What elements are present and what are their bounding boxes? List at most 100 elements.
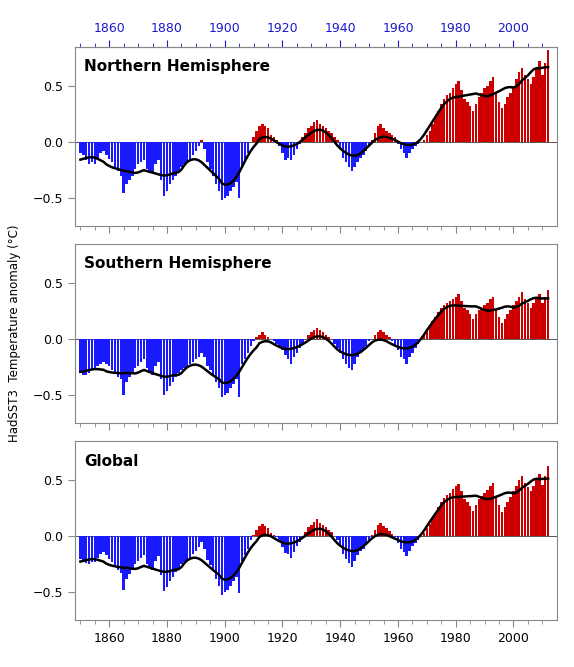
Bar (278, 339, 281, 346)
Bar (533, 486, 535, 536)
Bar (394, 339, 396, 346)
Bar (258, 335, 261, 339)
Bar (319, 330, 321, 339)
Bar (356, 339, 359, 357)
Bar (229, 536, 232, 586)
Bar (250, 339, 252, 346)
Bar (316, 119, 319, 142)
Bar (212, 339, 215, 375)
Bar (301, 339, 304, 344)
Bar (408, 339, 411, 357)
Bar (146, 142, 148, 169)
Bar (88, 339, 90, 373)
Bar (530, 492, 532, 536)
Bar (437, 111, 440, 142)
Bar (180, 142, 183, 167)
Bar (212, 142, 215, 175)
Bar (501, 323, 503, 339)
Bar (382, 526, 385, 536)
Bar (480, 307, 483, 339)
Bar (157, 142, 160, 160)
Bar (538, 294, 541, 339)
Bar (400, 339, 402, 357)
Bar (324, 528, 327, 536)
Bar (149, 142, 151, 171)
Bar (362, 339, 364, 350)
Bar (354, 536, 356, 561)
Bar (371, 535, 373, 536)
Bar (195, 339, 197, 360)
Bar (506, 502, 509, 536)
Bar (172, 339, 174, 382)
Bar (235, 536, 238, 576)
Bar (527, 79, 529, 142)
Bar (374, 530, 376, 536)
Bar (200, 339, 203, 353)
Bar (313, 122, 316, 142)
Bar (287, 536, 289, 554)
Bar (391, 135, 393, 142)
Bar (264, 526, 266, 536)
Bar (501, 512, 503, 536)
Bar (186, 339, 188, 366)
Bar (119, 536, 122, 573)
Bar (422, 335, 425, 339)
Bar (152, 142, 154, 173)
Bar (455, 83, 457, 142)
Bar (131, 536, 134, 570)
Bar (362, 536, 364, 548)
Bar (206, 142, 209, 162)
Bar (449, 93, 451, 142)
Bar (206, 536, 209, 560)
Bar (301, 137, 304, 142)
Bar (154, 536, 157, 561)
Bar (215, 339, 218, 382)
Bar (345, 536, 347, 559)
Bar (460, 91, 463, 142)
Bar (111, 536, 114, 562)
Bar (183, 142, 185, 164)
Bar (394, 536, 396, 538)
Bar (426, 528, 428, 536)
Bar (498, 317, 501, 339)
Bar (209, 536, 212, 566)
Bar (105, 536, 107, 556)
Bar (169, 339, 171, 386)
Bar (342, 142, 344, 157)
Bar (94, 536, 96, 562)
Bar (200, 139, 203, 142)
Bar (480, 496, 483, 536)
Bar (290, 536, 292, 558)
Bar (137, 339, 139, 366)
Bar (486, 86, 488, 142)
Bar (296, 536, 298, 546)
Bar (521, 476, 523, 536)
Bar (435, 117, 437, 142)
Bar (105, 142, 107, 155)
Bar (449, 493, 451, 536)
Bar (160, 339, 162, 380)
Bar (160, 536, 162, 576)
Bar (492, 482, 494, 536)
Bar (108, 142, 110, 159)
Text: Global: Global (84, 454, 139, 469)
Bar (180, 339, 183, 370)
Bar (524, 299, 526, 339)
Bar (472, 510, 474, 536)
Bar (483, 88, 486, 142)
Bar (339, 536, 342, 546)
Bar (146, 536, 148, 564)
Bar (226, 142, 229, 195)
Bar (197, 339, 200, 357)
Bar (443, 498, 445, 536)
Bar (319, 523, 321, 536)
Bar (495, 310, 498, 339)
Bar (402, 142, 405, 153)
Bar (351, 142, 353, 171)
Bar (174, 339, 177, 378)
Bar (273, 535, 275, 536)
Bar (152, 536, 154, 570)
Bar (354, 339, 356, 364)
Bar (382, 332, 385, 339)
Bar (405, 142, 408, 157)
